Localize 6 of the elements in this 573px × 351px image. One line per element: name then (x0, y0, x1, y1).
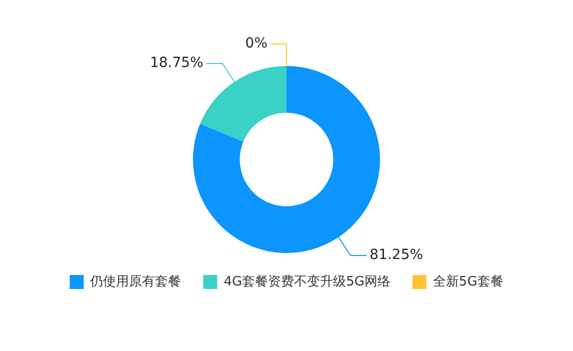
data-label: 81.25% (370, 247, 424, 264)
legend-label: 4G套餐资费不变升级5G网络 (224, 274, 390, 290)
legend-label: 全新5G套餐 (432, 274, 504, 290)
legend-label: 仍使用原有套餐 (89, 274, 182, 290)
data-label: 18.75% (150, 55, 204, 72)
text: 0% (245, 36, 268, 52)
